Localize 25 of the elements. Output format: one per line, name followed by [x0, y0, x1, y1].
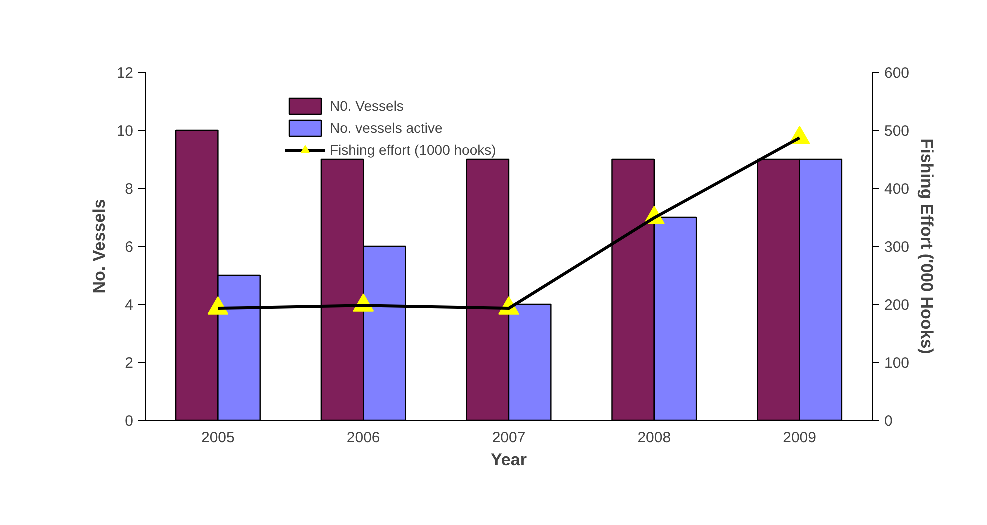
y2-tick-label: 400 — [884, 181, 910, 198]
y-tick-label: 4 — [125, 297, 134, 314]
x-tick-label: 2006 — [346, 430, 380, 446]
x-axis-title: Year — [491, 450, 528, 470]
legend-label: No. vessels active — [330, 120, 443, 136]
x-tick-label: 2008 — [638, 430, 672, 446]
y2-tick-label: 100 — [884, 355, 910, 372]
x-tick-label: 2009 — [783, 430, 816, 446]
legend-label: N0. Vessels — [330, 98, 404, 114]
x-tick-label: 2005 — [202, 430, 235, 446]
y2-tick-label: 500 — [884, 123, 910, 140]
y2-tick-label: 200 — [884, 297, 910, 314]
y-tick-label: 10 — [116, 123, 134, 140]
y-tick-label: 6 — [125, 239, 134, 256]
y2-tick-label: 600 — [884, 65, 910, 82]
y-tick-label: 0 — [125, 413, 134, 430]
y2-tick-label: 0 — [884, 413, 893, 430]
y-tick-label: 8 — [125, 181, 134, 198]
x-tick-label: 2007 — [492, 430, 526, 446]
legend-label: Fishing effort (1000 hooks) — [330, 142, 496, 158]
y2-tick-label: 300 — [884, 239, 910, 256]
y2-axis-title: Fishing Effort ('000 Hooks) — [918, 138, 937, 354]
y-tick-label: 12 — [116, 65, 134, 82]
y-axis-title: No. Vessels — [90, 199, 109, 294]
y-tick-label: 2 — [125, 355, 134, 372]
